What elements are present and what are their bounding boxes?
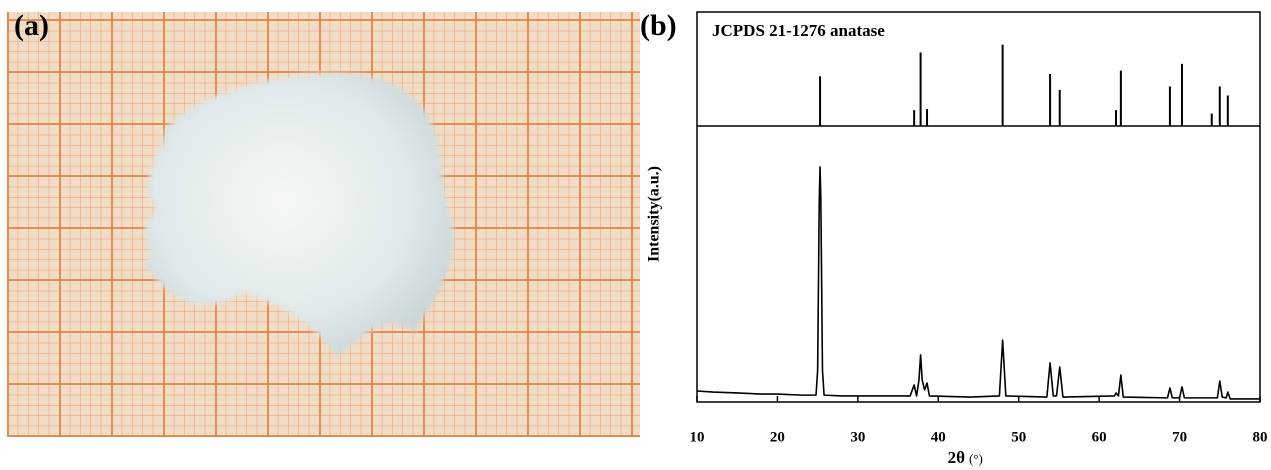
x-tick-label: 40 [931, 429, 946, 445]
photo [7, 12, 640, 437]
reference-title: JCPDS 21-1276 anatase [712, 21, 885, 40]
xrd-pattern [696, 166, 1260, 400]
y-axis-label: Intensity(a.u.) [646, 166, 663, 262]
x-axis-unit: (°) [969, 451, 983, 466]
panel-label: (b) [640, 9, 677, 42]
sample [145, 72, 454, 357]
x-tick-label: 70 [1172, 429, 1187, 445]
panel-label: (a) [14, 9, 49, 42]
x-tick-label: 50 [1011, 429, 1026, 445]
x-tick-label: 60 [1092, 429, 1107, 445]
sample-photo [145, 72, 454, 357]
x-tick-label: 80 [1253, 429, 1268, 445]
x-tick-label: 10 [690, 429, 705, 445]
x-tick-label: 30 [850, 429, 865, 445]
plot-frame [696, 11, 1261, 403]
x-axis-label: 2θ [948, 448, 966, 467]
x-tick-label: 20 [770, 429, 785, 445]
